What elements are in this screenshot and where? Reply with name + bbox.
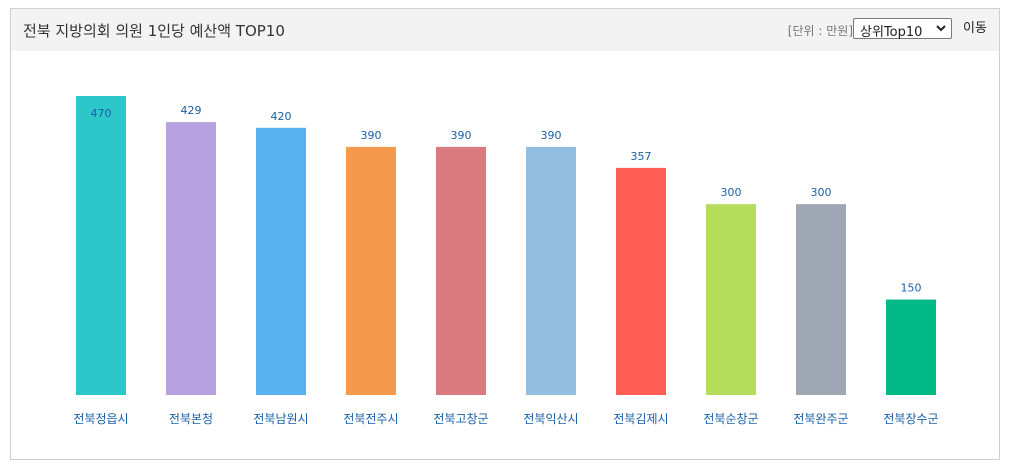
bar-8 (706, 204, 756, 395)
bar-7 (616, 167, 666, 395)
bar-1 (76, 96, 126, 395)
category-label-7[interactable]: 전북김제시 (613, 412, 668, 426)
category-label-6[interactable]: 전북익산시 (523, 412, 578, 426)
bar-10 (886, 299, 936, 395)
value-label-2: 429 (181, 104, 202, 117)
ranking-select[interactable]: 상위Top10 (853, 18, 952, 40)
ranking-select-value: 상위Top10 (860, 25, 923, 40)
category-label-10[interactable]: 전북장수군 (883, 412, 938, 426)
value-label-9: 300 (811, 186, 832, 199)
value-label-8: 300 (721, 186, 742, 199)
unit-label: [단위 : 만원] (788, 22, 853, 39)
bar-2 (166, 122, 216, 395)
unit-bracket-close: ] (848, 24, 853, 38)
value-label-6: 390 (541, 129, 562, 142)
chart-title: 전북 지방의회 의원 1인당 예산액 TOP10 (23, 22, 285, 40)
bar-9 (796, 204, 846, 395)
value-label-7: 357 (631, 150, 652, 163)
category-label-5[interactable]: 전북고창군 (433, 412, 488, 426)
category-label-8[interactable]: 전북순창군 (703, 412, 758, 426)
value-label-1: 470 (91, 107, 112, 120)
value-label-5: 390 (451, 129, 472, 142)
unit-bracket-open: [ (787, 24, 793, 38)
value-label-10: 150 (901, 282, 922, 295)
bar-3 (256, 127, 306, 396)
value-label-4: 390 (361, 129, 382, 142)
category-label-1[interactable]: 전북정읍시 (73, 412, 128, 426)
bar-5 (436, 146, 486, 395)
unit-text: 단위 : 만원 (792, 24, 849, 38)
bar-4 (346, 146, 396, 395)
category-label-3[interactable]: 전북남원시 (253, 412, 308, 426)
category-label-4[interactable]: 전북전주시 (343, 412, 398, 426)
value-label-3: 420 (271, 110, 292, 123)
bar-6 (526, 146, 576, 395)
panel-header: 전북 지방의회 의원 1인당 예산액 TOP10 [단위 : 만원] 상위Top… (11, 9, 999, 51)
go-button[interactable]: 이동 (959, 18, 991, 40)
category-label-9[interactable]: 전북완주군 (793, 412, 848, 426)
chevron-down-icon (936, 20, 946, 36)
category-label-2[interactable]: 전북본청 (169, 412, 213, 426)
